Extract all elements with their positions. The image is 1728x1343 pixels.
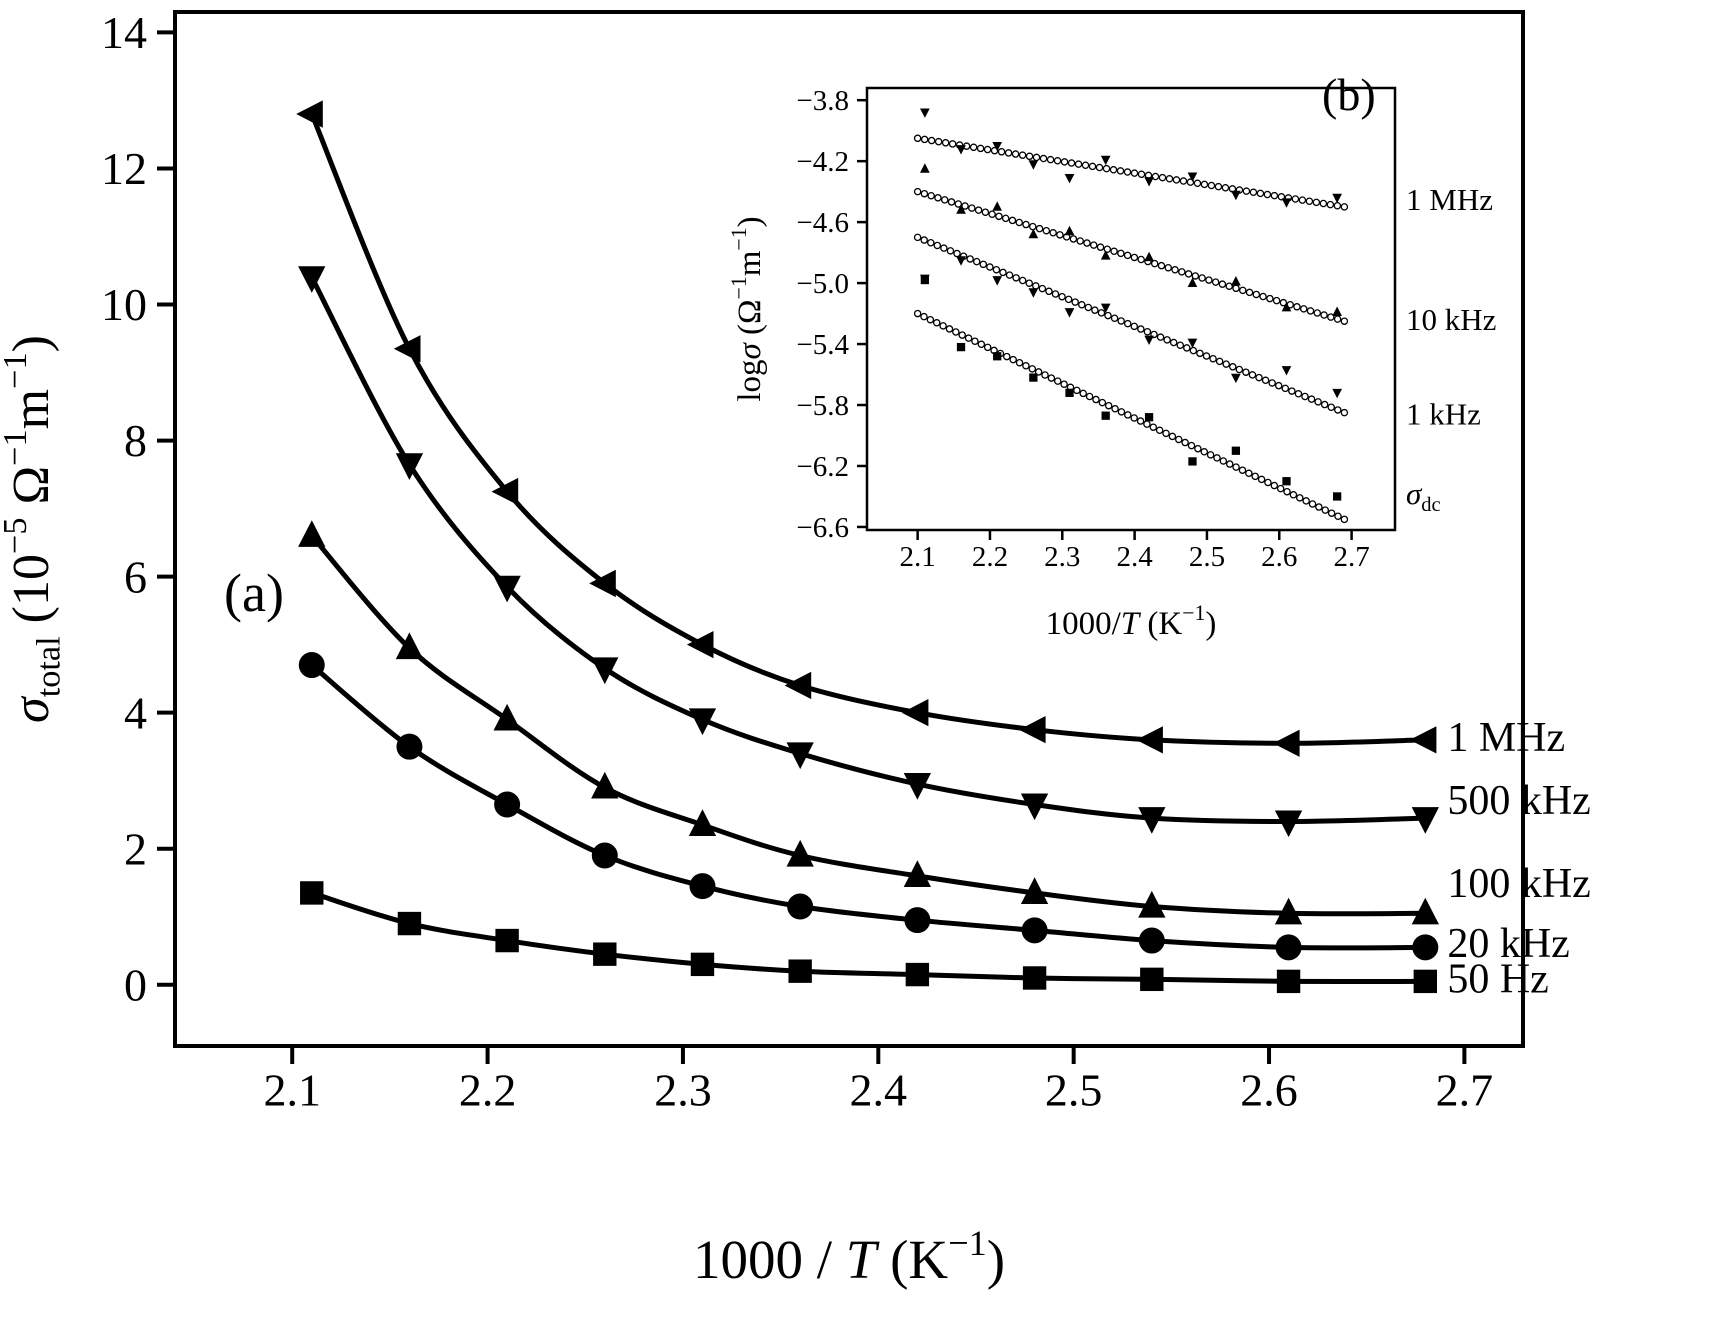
inset-x-tick-label: 2.5	[1189, 541, 1225, 573]
main-x-tick-label: 2.7	[1436, 1064, 1494, 1115]
main-series-1-MHz: 1 MHz	[296, 100, 1565, 761]
inset-x-tick-label: 2.6	[1261, 541, 1297, 573]
inset-x-tick-label: 2.7	[1333, 541, 1369, 573]
series-label: 20 kHz	[1447, 921, 1569, 967]
main-y-tick-label: 0	[124, 959, 147, 1010]
main-x-tick-label: 2.1	[263, 1064, 321, 1115]
main-x-tick-label: 2.3	[654, 1064, 712, 1115]
inset-chart: 2.1 2.2 2.3 2.4 2.5 2.6 2.7 −3.8 −4.2 −4.6 −5.0 −5.…	[727, 85, 1496, 642]
inset-x-tick-label: 2.2	[972, 541, 1008, 573]
main-y-tick-label: 2	[124, 823, 147, 874]
panel-label-a: (a)	[224, 563, 284, 623]
inset-x-tick-label: 2.1	[900, 541, 936, 573]
series-label: 100 kHz	[1447, 861, 1590, 907]
main-frame	[173, 10, 1525, 1048]
main-x-axis-label: 1000 / T (K−1)	[693, 1223, 1005, 1290]
inset-y-tick-label: −3.8	[796, 85, 849, 117]
inset-y-tick-label: −6.2	[796, 451, 849, 483]
inset-y-tick-label: −4.6	[796, 207, 849, 239]
main-series-50-Hz: 50 Hz	[300, 881, 1549, 1002]
main-y-tick-label: 8	[124, 415, 147, 466]
main-y-tick-label: 4	[124, 687, 147, 738]
inset-y-tick-label: −5.8	[796, 390, 849, 422]
main-y-tick-label: 14	[101, 7, 147, 58]
main-x-tick-label: 2.5	[1045, 1064, 1103, 1115]
inset-x-axis-label: 1000/T (K−1)	[1046, 601, 1217, 642]
series-label: 10 kHz	[1406, 302, 1496, 337]
inset-series-10-kHz: 10 kHz	[913, 163, 1496, 337]
main-y-axis-label: σtotal (10−5 Ω−1m−1)	[0, 335, 67, 723]
inset-series-1-kHz: 1 kHz	[913, 233, 1481, 432]
inset-x-tick-label: 2.3	[1044, 541, 1080, 573]
panel-label-b: (b)	[1322, 69, 1376, 120]
inset-y-tick-label: −5.0	[796, 268, 849, 300]
main-x-tick-label: 2.2	[459, 1064, 517, 1115]
inset-x-tick-label: 2.4	[1116, 541, 1153, 573]
series-label: 1 MHz	[1447, 715, 1565, 761]
inset-series-1-MHz: 1 MHz	[913, 108, 1493, 217]
inset-series--dc: σdc	[913, 275, 1441, 524]
main-series-500-kHz: 500 kHz	[298, 266, 1591, 838]
main-x-tick-label: 2.6	[1240, 1064, 1298, 1115]
inset-frame	[865, 86, 1397, 532]
inset-y-axis-label: logσ (Ω−1m−1)	[727, 216, 768, 401]
series-label: 1 MHz	[1406, 182, 1493, 217]
main-y-tick-label: 6	[124, 551, 147, 602]
inset-y-tick-label: −4.2	[796, 146, 849, 178]
series-label: 1 kHz	[1406, 397, 1481, 432]
inset-y-tick-label: −6.6	[796, 512, 849, 544]
inset-y-tick-label: −5.4	[796, 329, 849, 361]
main-series-20-kHz: 20 kHz	[298, 652, 1570, 967]
series-label: 500 kHz	[1447, 778, 1590, 824]
series-label: σdc	[1406, 476, 1441, 516]
main-x-tick-label: 2.4	[850, 1064, 908, 1115]
main-series-100-kHz: 100 kHz	[298, 520, 1591, 925]
series-label: 50 Hz	[1447, 956, 1548, 1002]
main-y-tick-label: 12	[101, 143, 147, 194]
main-y-tick-label: 10	[101, 279, 147, 330]
main-chart: 2.1 2.2 2.3 2.4 2.5 2.6 2.7 0 2 4 6 8 10 12 14 1000 / T…	[0, 7, 1591, 1290]
